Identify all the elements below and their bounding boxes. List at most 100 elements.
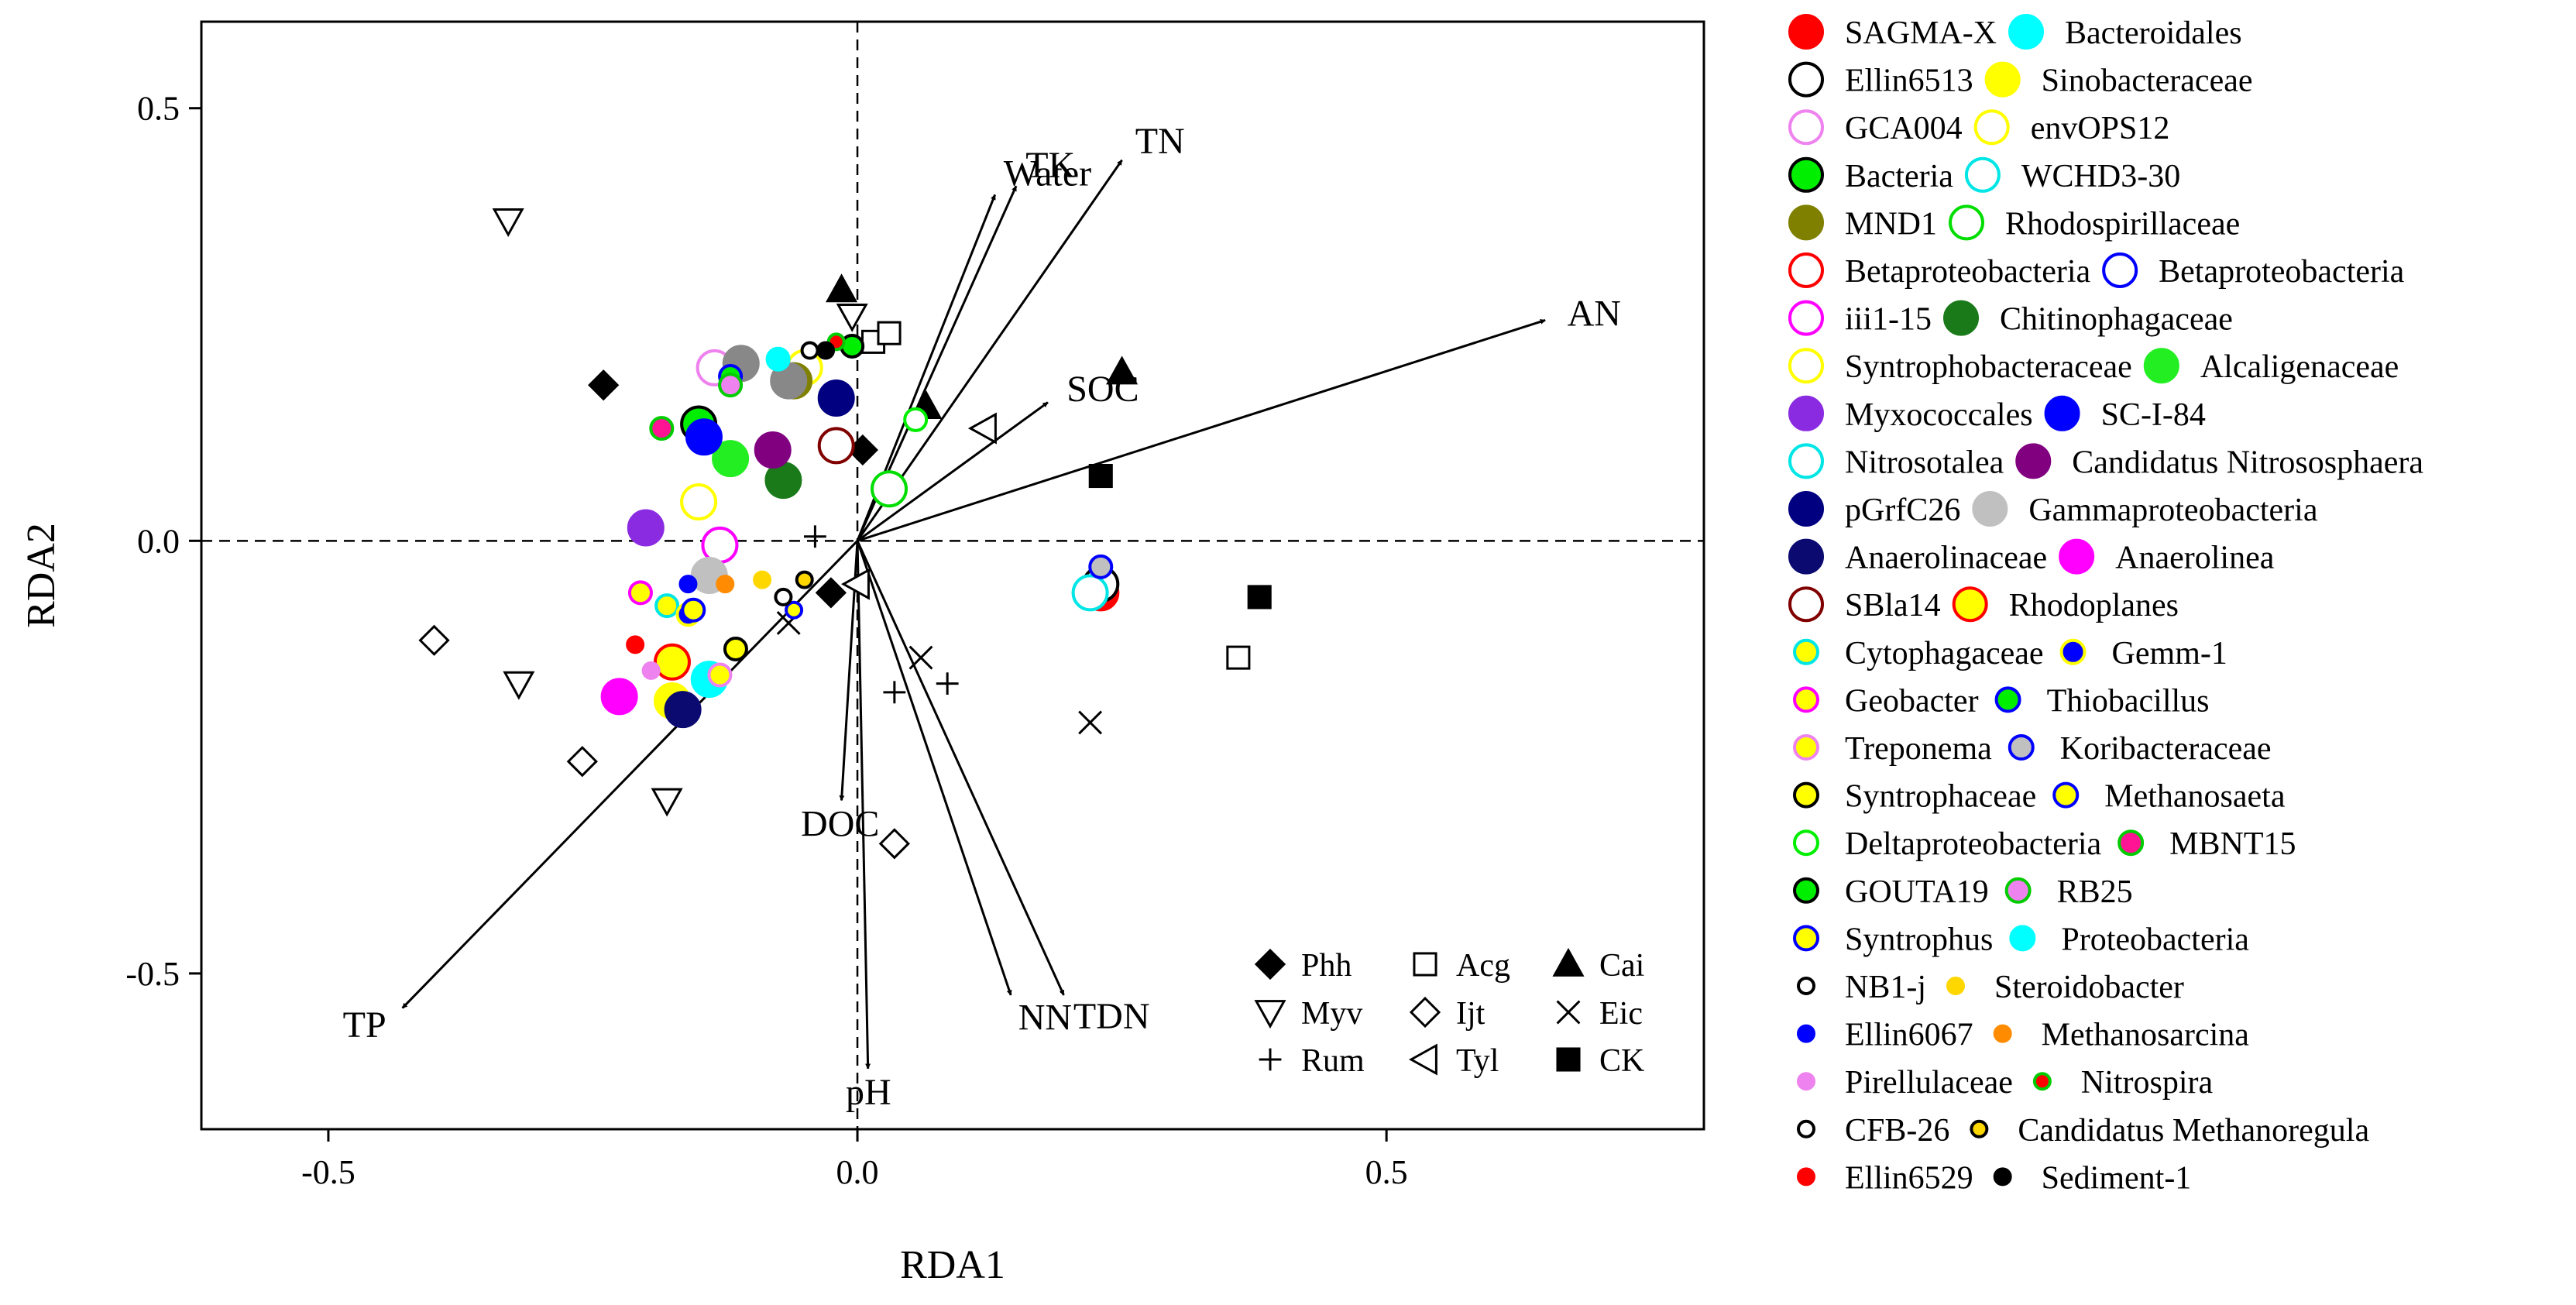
species-point bbox=[681, 597, 706, 623]
legend-species-label: pGrfC26 bbox=[1845, 493, 1960, 528]
legend-species-marker bbox=[1943, 300, 1979, 336]
species-point bbox=[1088, 554, 1114, 579]
legend-marker-ijt bbox=[1409, 996, 1441, 1029]
species-point bbox=[817, 379, 855, 417]
legend-species-label: Methanosaeta bbox=[2104, 779, 2286, 815]
legend-species-marker bbox=[1788, 538, 1824, 575]
legend-label-phh: Phh bbox=[1301, 948, 1352, 984]
species-points bbox=[600, 332, 1120, 729]
legend-species-label: Sediment-1 bbox=[2042, 1160, 2192, 1196]
legend-species-marker bbox=[1793, 781, 1819, 809]
species-point bbox=[753, 570, 772, 589]
species-point bbox=[774, 587, 793, 606]
legend-species-label: Chitinophagaceae bbox=[2000, 302, 2233, 338]
vector-label-doc: DOC bbox=[801, 803, 879, 844]
legend-species-marker bbox=[2008, 734, 2035, 761]
species-point bbox=[664, 691, 702, 729]
legend-marker-phh bbox=[1254, 948, 1286, 980]
vector-label-tk: TK bbox=[1025, 145, 1075, 186]
species-point bbox=[685, 418, 723, 456]
sample-point-cai bbox=[826, 273, 858, 303]
legend-marker-acg bbox=[1413, 952, 1437, 977]
legend-species-label: Rhodoplanes bbox=[2009, 588, 2179, 623]
legend-species-marker bbox=[1970, 1119, 1989, 1138]
axis-ticks: -0.5 0.0 0.5 0.5 0.0 -0.5 bbox=[125, 90, 1407, 1191]
species-point bbox=[707, 662, 733, 688]
species-point bbox=[627, 509, 665, 547]
legend-species-marker bbox=[1797, 1119, 1815, 1138]
legend-species-label: SAGMA-X bbox=[1845, 15, 1997, 51]
legend-species-marker bbox=[1993, 1167, 2012, 1187]
sample-point-phh bbox=[588, 369, 620, 401]
legend-species-marker bbox=[1964, 156, 2001, 193]
legend-species-marker bbox=[1788, 348, 1824, 384]
legend-species-marker bbox=[1984, 61, 2021, 98]
vector-arrow-tdn bbox=[856, 540, 1065, 996]
sample-point-myv bbox=[651, 788, 683, 817]
legend-species-marker bbox=[2008, 14, 2045, 50]
legend-species-marker bbox=[2044, 395, 2080, 431]
legend-species-marker bbox=[2004, 877, 2032, 904]
legend-species-label: Myxococcales bbox=[1845, 397, 2033, 433]
species-point bbox=[641, 661, 661, 680]
legend-species-label: WCHD3-30 bbox=[2021, 159, 2180, 194]
x-tick-label: -0.5 bbox=[301, 1153, 355, 1191]
legend-label-eic: Eic bbox=[1599, 996, 1643, 1032]
sample-point-ijt bbox=[418, 624, 450, 656]
species-point bbox=[718, 373, 744, 398]
vector-label-an: AN bbox=[1568, 293, 1621, 334]
species-point bbox=[600, 678, 638, 716]
vector-label-tdn: TDN bbox=[1073, 996, 1150, 1037]
legend-label-ck: CK bbox=[1599, 1043, 1644, 1079]
vector-arrow-ph bbox=[856, 541, 871, 1070]
sample-point-tyl bbox=[840, 568, 870, 600]
vector-arrow-soc bbox=[857, 401, 1049, 542]
species-point bbox=[723, 636, 748, 661]
legend-species-marker bbox=[1788, 109, 1824, 146]
sample-point-myv bbox=[503, 671, 535, 700]
sample-point-rum bbox=[936, 672, 959, 695]
legend-species-label: Alcaligenaceae bbox=[2200, 349, 2399, 385]
y-tick-label: 0.0 bbox=[137, 522, 180, 560]
legend-species-marker bbox=[1788, 300, 1824, 336]
legend-species-label: Candidatus Nitrososphaera bbox=[2072, 445, 2423, 480]
y-tick-label: -0.5 bbox=[125, 955, 180, 993]
legend-label-rum: Rum bbox=[1301, 1043, 1365, 1079]
legend-species-marker bbox=[1949, 204, 1985, 241]
vector-arrow-nn bbox=[856, 540, 1012, 996]
legend-species-marker bbox=[2059, 638, 2087, 665]
legend-species-label: Ellin6529 bbox=[1845, 1160, 1973, 1196]
legend-species-label: Syntrophaceae bbox=[1845, 779, 2036, 815]
species-point bbox=[817, 427, 855, 465]
species-point bbox=[649, 416, 675, 441]
legend-species-label: Gammaproteobacteria bbox=[2028, 493, 2317, 528]
sample-point-acg bbox=[877, 321, 902, 345]
legend-species-label: Sinobacteraceae bbox=[2042, 64, 2253, 99]
sample-point-eic bbox=[1078, 710, 1103, 735]
legend-label-tyl: Tyl bbox=[1456, 1043, 1499, 1079]
legend-species-marker bbox=[1994, 686, 2021, 713]
sample-point-cai bbox=[1106, 355, 1139, 385]
legend-species-label: Treponema bbox=[1845, 731, 1992, 767]
sample-point-rum bbox=[883, 681, 906, 704]
sample-point-rum bbox=[803, 525, 826, 548]
legend-species-marker bbox=[2052, 781, 2080, 809]
species-point bbox=[1071, 574, 1109, 612]
species-point bbox=[871, 470, 908, 508]
legend-species-label: Methanosarcina bbox=[2042, 1018, 2250, 1053]
x-tick-label: 0.0 bbox=[836, 1153, 879, 1191]
species-point bbox=[678, 575, 698, 594]
legend-species-marker bbox=[1788, 61, 1824, 98]
sample-point-eic bbox=[908, 645, 933, 670]
sample-legend: Phh Acg Cai Myv Ijt Eic Rum Tyl CK bbox=[1254, 947, 1644, 1079]
legend-species-marker bbox=[1788, 204, 1824, 241]
legend-species-label: Syntrophobacteraceae bbox=[1845, 349, 2132, 385]
legend-species-label: Ellin6513 bbox=[1845, 64, 1973, 99]
legend-species-marker bbox=[1952, 586, 1988, 623]
legend-species-marker bbox=[2117, 829, 2145, 857]
legend-species-marker bbox=[1788, 491, 1824, 527]
species-point bbox=[785, 600, 804, 620]
legend-marker-eic bbox=[1556, 1000, 1581, 1025]
y-axis-label: RDA2 bbox=[19, 523, 64, 628]
vector-arrow-tp bbox=[401, 540, 859, 1009]
